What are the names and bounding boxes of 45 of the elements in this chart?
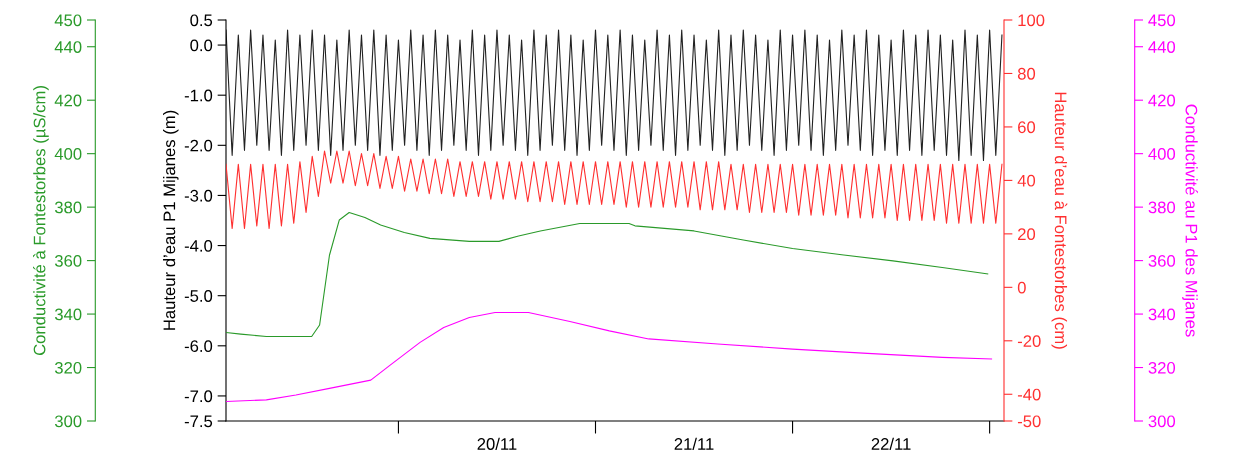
line-series bbox=[226, 29, 1003, 161]
text: 340 bbox=[1148, 308, 1176, 321]
y-tick-label: -2.0 bbox=[184, 139, 213, 152]
y-tick-label: -5.0 bbox=[184, 290, 213, 302]
y2-tick-label: -50 bbox=[1017, 415, 1041, 428]
y2-tick-label: 0 bbox=[1017, 281, 1026, 294]
y2-tick-label: -40 bbox=[1017, 388, 1041, 401]
y3-tick-label: 380 bbox=[54, 201, 82, 214]
text: 320 bbox=[1148, 361, 1176, 374]
y2-tick-label: -20 bbox=[1017, 335, 1041, 347]
y-tick-label: 0.5 bbox=[190, 14, 213, 27]
y-tick-label: -6.0 bbox=[184, 340, 213, 353]
text: 420 bbox=[1148, 94, 1176, 107]
y-tick-label: -1.0 bbox=[184, 89, 213, 102]
y2-tick-label: 80 bbox=[1017, 67, 1036, 80]
y2-tick-label: 100 bbox=[1018, 14, 1045, 27]
y3-tick-label: 440 bbox=[54, 41, 82, 53]
text: 450 bbox=[1148, 14, 1176, 27]
x-tick-label: 22/11 bbox=[871, 437, 911, 450]
y3-tick-label: 450 bbox=[54, 14, 82, 27]
y3-tick-label: 300 bbox=[54, 415, 82, 428]
y2-tick-label: 40 bbox=[1017, 174, 1036, 187]
y2-tick-label: 60 bbox=[1018, 121, 1036, 134]
text: 300 bbox=[1148, 415, 1176, 428]
y-tick-label: -7.5 bbox=[184, 415, 213, 428]
y3-axis-title: Conductivité à Fontestorbes (µS/cm) bbox=[33, 86, 49, 356]
y-tick-label: 0.0 bbox=[190, 39, 213, 52]
text: 440 bbox=[1148, 41, 1176, 53]
text: 380 bbox=[1148, 201, 1176, 214]
y3-tick-label: 420 bbox=[54, 94, 82, 107]
y3-tick-label: 360 bbox=[54, 255, 82, 267]
y-tick-label: -3.0 bbox=[184, 189, 213, 202]
y-axis-title: Hauteur d’eau P1 Mijanes (m) bbox=[163, 110, 179, 330]
text: Conductivité au P1 des Mijanes bbox=[1182, 104, 1198, 337]
x-tick-label: 21/11 bbox=[674, 437, 714, 450]
y2-axis-title: Hauteur d’eau à Fontestorbes (cm) bbox=[1051, 92, 1068, 349]
y3-tick-label: 320 bbox=[54, 361, 82, 374]
y2-tick-label: 20 bbox=[1018, 228, 1036, 241]
x-tick-label: 20/11 bbox=[477, 437, 517, 450]
text: 400 bbox=[1148, 148, 1176, 160]
y3-tick-label: 340 bbox=[54, 308, 82, 321]
y-tick-label: -7.0 bbox=[184, 390, 213, 403]
y-tick-label: -4.0 bbox=[184, 239, 213, 252]
y3-tick-label: 400 bbox=[54, 148, 82, 160]
text: 360 bbox=[1148, 255, 1176, 267]
